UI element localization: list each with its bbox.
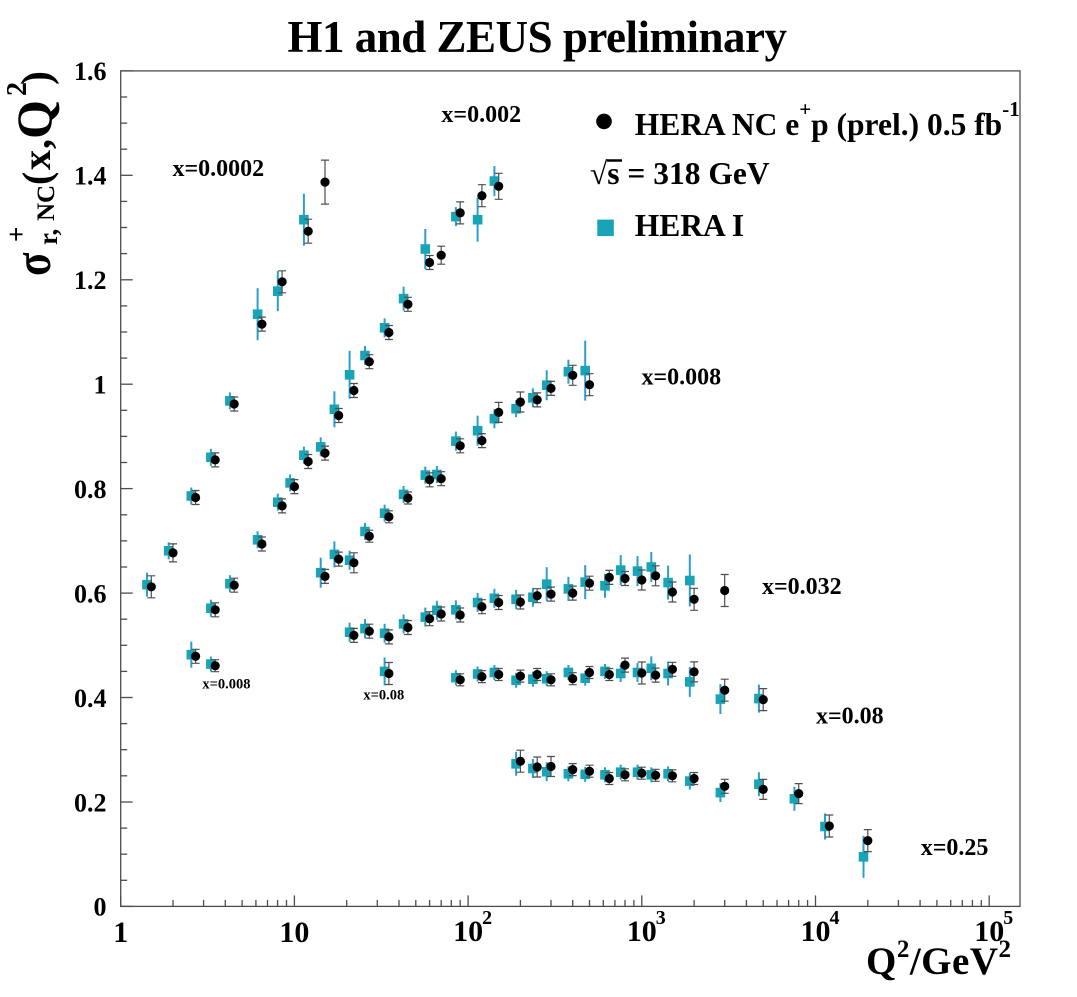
svg-text:0.6: 0.6 — [74, 579, 107, 608]
svg-text:σ: σ — [4, 253, 62, 276]
svg-text:,: , — [14, 139, 59, 149]
svg-text:x=0.25: x=0.25 — [921, 835, 989, 861]
svg-text:Q: Q — [6, 100, 62, 139]
svg-text:x=0.0002: x=0.0002 — [173, 156, 265, 182]
svg-text:1.4: 1.4 — [74, 162, 107, 191]
svg-text:1.2: 1.2 — [74, 266, 107, 295]
svg-text:x=0.08: x=0.08 — [363, 688, 404, 704]
svg-text:Q2/GeV2: Q2/GeV2 — [866, 936, 1012, 983]
svg-text:x=0.032: x=0.032 — [762, 574, 842, 600]
svg-text:√s = 318 GeV: √s = 318 GeV — [590, 156, 770, 191]
svg-text:10: 10 — [974, 915, 1004, 948]
svg-text:x=0.08: x=0.08 — [816, 704, 884, 730]
svg-text:+: + — [1, 227, 31, 242]
svg-text:0: 0 — [94, 893, 107, 922]
svg-text:0.2: 0.2 — [74, 788, 107, 817]
svg-text:): ) — [14, 71, 60, 85]
svg-text:r,: r, — [33, 229, 63, 245]
svg-text:1: 1 — [94, 371, 107, 400]
svg-text:HERA I: HERA I — [635, 208, 744, 243]
svg-text:0.4: 0.4 — [74, 684, 107, 713]
svg-text:NC: NC — [33, 185, 60, 221]
svg-text:4: 4 — [830, 907, 840, 929]
svg-text:5: 5 — [1003, 907, 1013, 929]
svg-text:10: 10 — [627, 915, 657, 948]
svg-text:1: 1 — [113, 916, 128, 949]
svg-text:3: 3 — [656, 907, 666, 929]
svg-text:x=0.002: x=0.002 — [441, 102, 521, 128]
svg-text:10: 10 — [279, 916, 309, 949]
svg-text:2: 2 — [2, 82, 33, 96]
svg-text:1.6: 1.6 — [74, 57, 107, 86]
svg-text:H1 and ZEUS preliminary: H1 and ZEUS preliminary — [287, 12, 787, 62]
svg-text:(: ( — [14, 172, 59, 185]
svg-text:10: 10 — [453, 915, 483, 948]
svg-text:x=0.008: x=0.008 — [202, 676, 250, 692]
svg-text:x: x — [14, 150, 59, 170]
svg-text:0.8: 0.8 — [74, 475, 107, 504]
svg-text:2: 2 — [482, 907, 492, 929]
svg-text:10: 10 — [801, 915, 831, 948]
svg-text:x=0.008: x=0.008 — [642, 365, 722, 391]
